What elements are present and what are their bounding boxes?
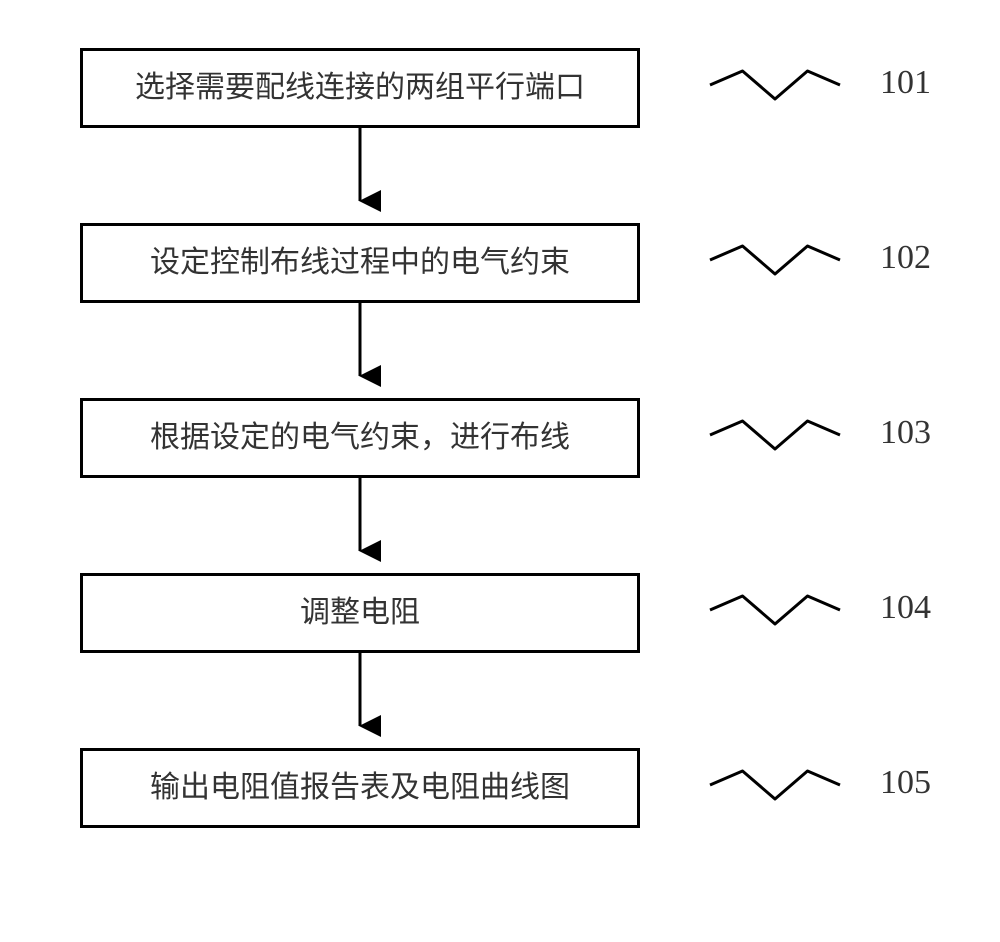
flow-step-101: 选择需要配线连接的两组平行端口 [80,48,640,128]
step-ref-squiggle [710,596,840,624]
flow-step-text: 根据设定的电气约束，进行布线 [150,420,570,456]
flow-step-105: 输出电阻值报告表及电阻曲线图 [80,748,640,828]
flow-step-102: 设定控制布线过程中的电气约束 [80,223,640,303]
step-ref-label-101: 101 [880,64,931,102]
flow-step-104: 调整电阻 [80,573,640,653]
step-ref-label-102: 102 [880,239,931,277]
flowchart-canvas: 选择需要配线连接的两组平行端口设定控制布线过程中的电气约束根据设定的电气约束，进… [0,0,1000,942]
flow-step-text: 选择需要配线连接的两组平行端口 [135,70,585,106]
step-ref-label-105: 105 [880,764,931,802]
step-ref-squiggle [710,421,840,449]
flow-step-text: 设定控制布线过程中的电气约束 [150,245,570,281]
step-ref-squiggle [710,246,840,274]
step-ref-squiggle [710,771,840,799]
step-ref-label-104: 104 [880,589,931,627]
step-ref-squiggle [710,71,840,99]
flow-step-text: 调整电阻 [300,595,420,631]
step-ref-label-103: 103 [880,414,931,452]
flow-step-text: 输出电阻值报告表及电阻曲线图 [150,770,570,806]
flow-step-103: 根据设定的电气约束，进行布线 [80,398,640,478]
